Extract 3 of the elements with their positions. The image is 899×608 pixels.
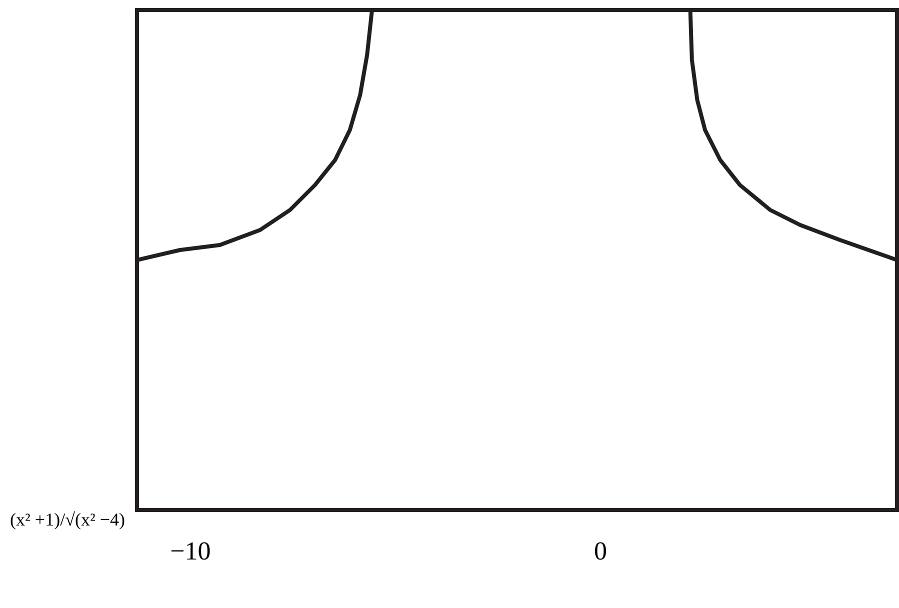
x-tick-label: 0 — [594, 536, 608, 566]
y-axis-title: (x² +1)/√(x² −4) — [10, 510, 125, 530]
x-tick-label: −10 — [170, 536, 211, 566]
